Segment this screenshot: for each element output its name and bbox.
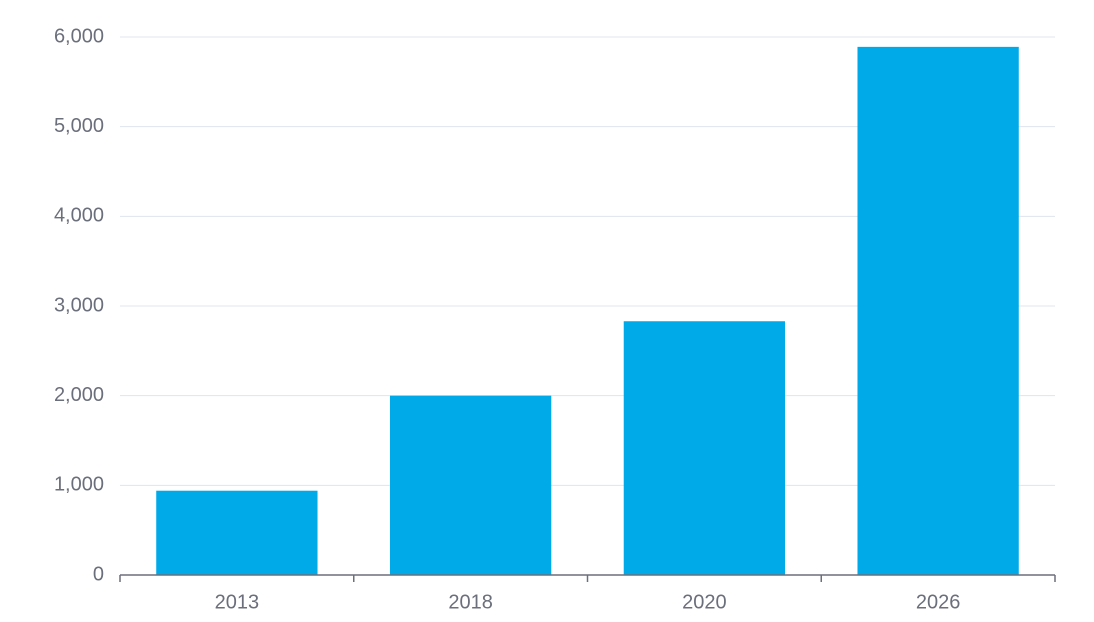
y-tick-label: 0 bbox=[93, 563, 104, 585]
y-tick-label: 6,000 bbox=[54, 25, 104, 47]
y-tick-label: 1,000 bbox=[54, 474, 104, 496]
x-tick-label: 2020 bbox=[682, 591, 727, 613]
y-tick-label: 2,000 bbox=[54, 384, 104, 406]
y-tick-label: 3,000 bbox=[54, 294, 104, 316]
bar bbox=[623, 321, 786, 575]
y-tick-label: 4,000 bbox=[54, 205, 104, 227]
bar bbox=[156, 490, 318, 575]
x-tick-label: 2013 bbox=[215, 591, 260, 613]
bar bbox=[857, 46, 1019, 575]
x-tick-label: 2018 bbox=[448, 591, 493, 613]
y-tick-label: 5,000 bbox=[54, 115, 104, 137]
bar bbox=[389, 395, 552, 575]
x-tick-label: 2026 bbox=[916, 591, 961, 613]
